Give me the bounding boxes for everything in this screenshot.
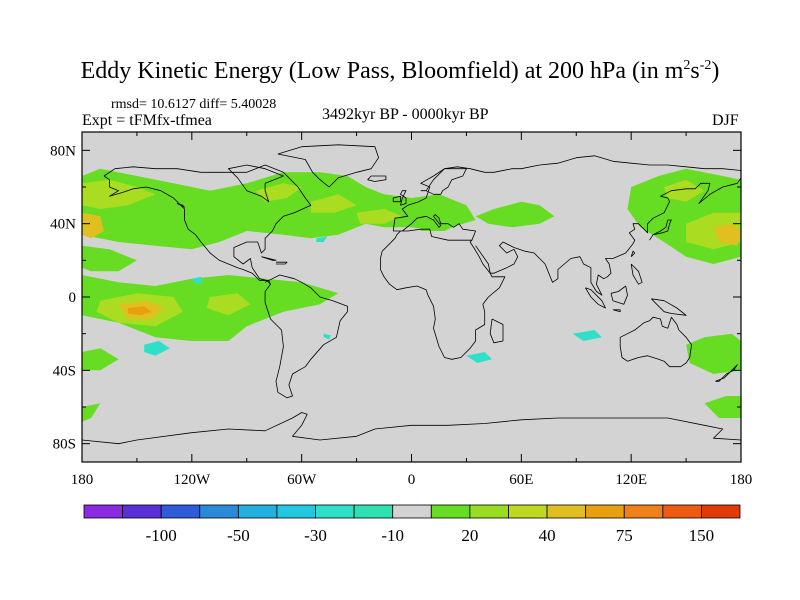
contour-region-neg1 [572,330,602,341]
colorbar-swatch [430,504,471,519]
coastline [392,155,741,232]
season-label: DJF [712,112,739,129]
colorbar-swatch [237,504,278,519]
coastline [612,309,621,313]
map-title: Eddy Kinetic Energy (Low Pass, Bloomfiel… [80,58,720,84]
colorbar: -100 -50 -30 -10 20 40 75 150 [83,504,741,545]
x-tick-label: 60W [287,472,317,488]
coastline [649,219,672,241]
x-tick-label: 180 [730,472,753,488]
axis-ticks: 180 120W 60W 0 60E 120E 180 80N 40N 0 40S 80S [50,132,752,488]
colorbar-swatch [276,504,316,519]
contour-region-pos1 [686,333,741,374]
coastline [610,285,628,305]
contour-region-pos3 [82,212,104,239]
colorbar-label: -30 [304,526,327,545]
contour-region-pos2 [356,209,403,224]
coastline [585,287,606,309]
coastline [715,364,738,382]
contour-region-pos2 [664,179,705,202]
contour-region-pos1 [704,396,741,418]
coastline [380,230,401,259]
stats-text: rmsd= 10.6127 diff= 5.40028 [111,97,277,112]
x-tick-label: 180 [71,472,94,488]
coastline [276,261,288,265]
colorbar-label: -100 [146,526,177,545]
coastline [420,168,467,195]
y-tick-label: 80N [50,143,76,159]
colorbar-swatch [623,504,664,519]
coastline [367,175,387,182]
x-tick-label: 120W [173,472,211,488]
coastline [393,214,477,241]
coastline [630,250,636,257]
colorbar-swatch [353,504,394,519]
contour-region-pos2 [82,179,156,209]
coastlines [82,144,741,445]
contour-region-pos2 [206,293,251,316]
colorbar-swatch [199,504,239,519]
experiment-label: Expt = tFMfx-tfmea [82,112,212,129]
contour-region-pos1 [82,245,137,272]
coastline [227,164,284,203]
x-tick-label: 120E [615,472,647,488]
y-tick-label: 80S [53,437,76,453]
colorbar-label: 20 [461,526,478,545]
coastline [379,239,506,360]
contour-region-pos1 [475,201,555,228]
colorbar-swatch [469,504,509,519]
colorbar-swatch [160,504,201,519]
contour-regions [82,168,741,422]
contour-region-pos1 [82,168,476,250]
coastline [176,203,185,208]
colorbar-label: -50 [227,526,250,545]
coastline [475,177,741,296]
colorbar-swatch [122,504,162,519]
contour-region-neg1 [144,341,170,356]
contour-region-pos1 [82,348,119,371]
colorbar-swatch [392,504,432,519]
contour-region-pos3 [713,223,741,246]
contour-region-neg1 [466,352,492,363]
x-tick-label: 0 [408,472,416,488]
x-tick-label: 60E [509,472,533,488]
colorbar-swatch [508,504,548,519]
colorbar-label: 40 [539,526,556,545]
coastline [619,316,692,368]
contour-region-neg1 [316,236,328,242]
y-tick-label: 40S [53,363,76,379]
contour-region-pos1 [82,403,101,422]
colorbar-swatch [83,504,123,519]
colorbar-label: 75 [616,526,633,545]
coastline [82,412,741,445]
colorbar-swatch [662,504,702,519]
period-label: 3492kyr BP - 0000kyr BP [322,106,489,123]
coastline [392,195,401,203]
colorbar-swatch [701,504,741,519]
y-tick-label: 0 [69,290,77,306]
contour-region-neg1 [191,276,203,285]
colorbar-swatch [546,504,587,519]
contour-region-pos4 [127,306,152,316]
colorbar-swatch [315,504,355,519]
coastline [630,263,643,285]
coastline [651,298,687,316]
contour-region-neg1 [323,333,331,340]
coastline [261,256,277,261]
contour-region-pos1 [420,216,460,231]
coastline [277,144,380,188]
y-tick-label: 40N [50,217,76,233]
contour-region-pos2 [310,194,357,213]
colorbar-label: 150 [689,526,715,545]
coastline [489,318,504,344]
coastline [103,175,271,285]
colorbar-label: -10 [381,526,404,545]
colorbar-swatch [585,504,625,519]
coastline [400,190,407,206]
map-area [82,132,741,462]
